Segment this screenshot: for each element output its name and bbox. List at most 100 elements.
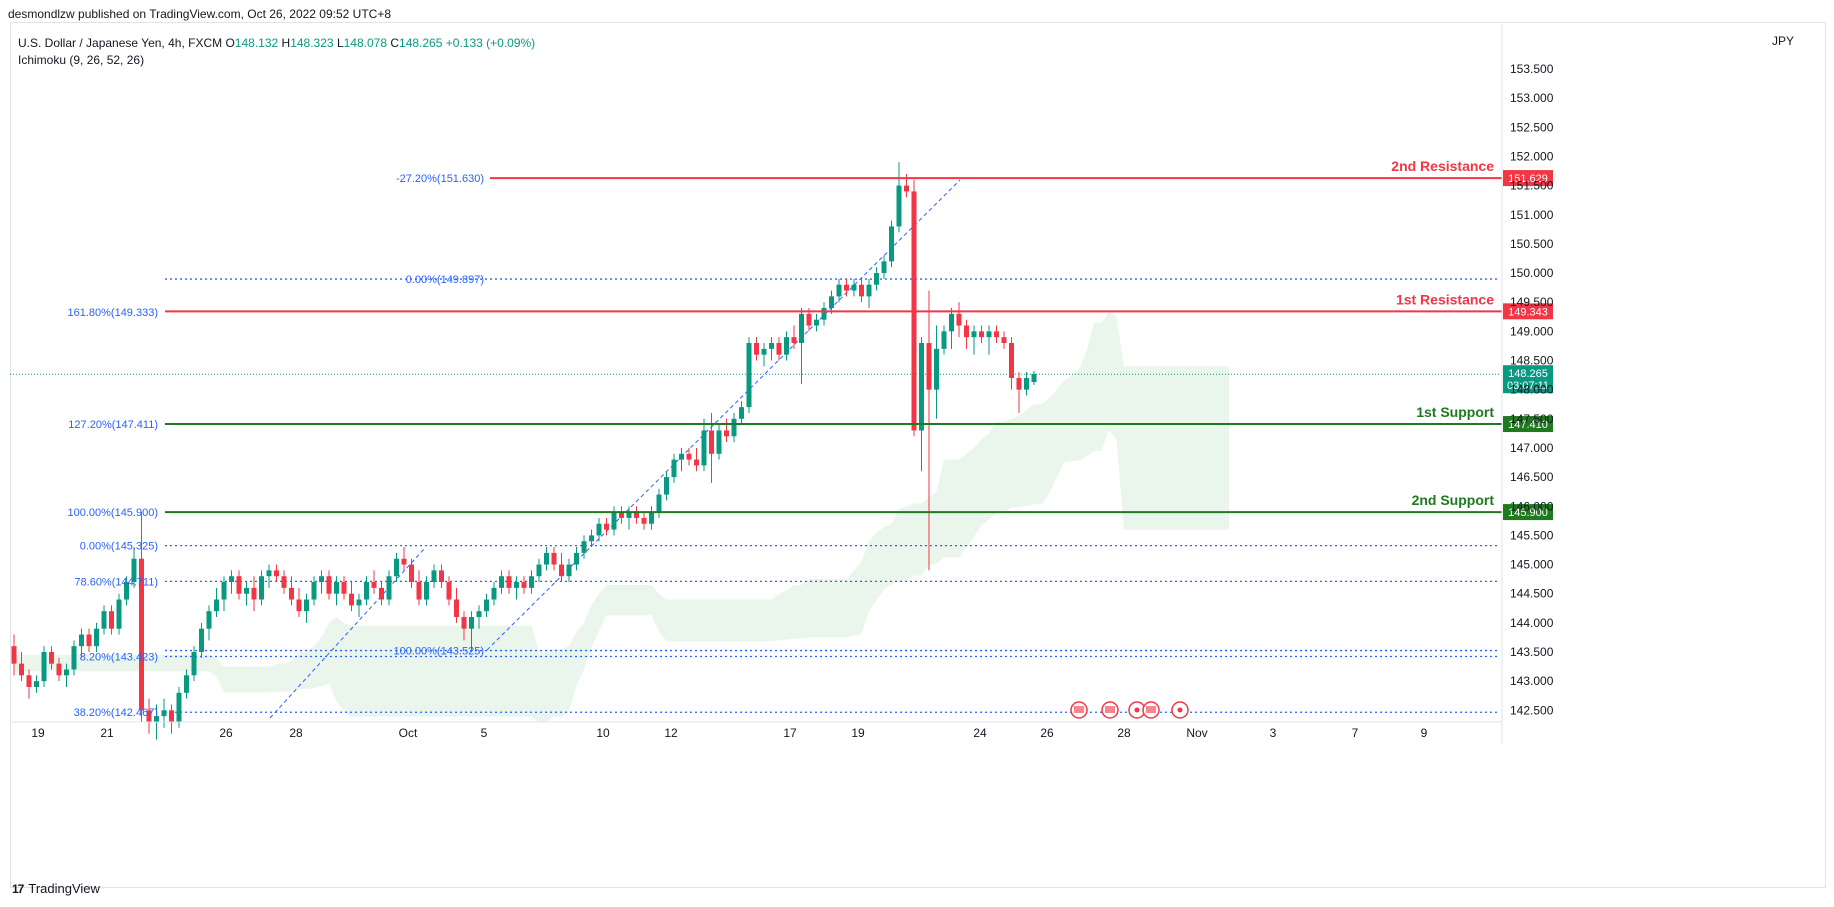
candle-body	[754, 343, 759, 355]
candle-body	[191, 652, 197, 676]
level-name: 1st Resistance	[1396, 291, 1494, 307]
x-tick-label: 7	[1352, 726, 1359, 740]
x-tick-label: 21	[100, 726, 114, 740]
candle-body	[566, 564, 572, 577]
x-tick-label: 28	[1117, 726, 1131, 740]
candle-body	[364, 582, 369, 600]
candle-body	[596, 523, 602, 536]
candle-body	[799, 313, 804, 344]
candle-body	[544, 552, 549, 565]
candle-body	[394, 558, 399, 577]
y-tick-label: 142.500	[1510, 703, 1554, 717]
candle-body	[439, 570, 444, 583]
candle-body	[521, 582, 527, 588]
trend-line	[486, 179, 961, 651]
symbol-name[interactable]: U.S. Dollar / Japanese Yen, 4h, FXCM	[18, 36, 223, 50]
x-tick-label: 19	[851, 726, 865, 740]
fib-label: 100.00%(143.525)	[393, 646, 484, 658]
us-flag-icon	[1146, 706, 1156, 713]
candle-body	[739, 407, 744, 419]
candle-body	[341, 582, 347, 594]
candle-body	[1016, 377, 1022, 390]
candle-body	[424, 582, 429, 600]
candle-body	[101, 611, 107, 629]
candle-body	[454, 599, 459, 618]
candle-body	[19, 663, 24, 676]
y-tick-label: 146.500	[1510, 470, 1554, 484]
candle-body	[806, 313, 812, 326]
candle-body	[461, 617, 467, 629]
level-price-tag	[1503, 416, 1553, 433]
candle-body	[289, 587, 294, 600]
candle-body	[49, 652, 54, 664]
candle-body	[11, 646, 17, 664]
candle-body	[574, 552, 579, 565]
level-price-text: 147.410	[1508, 419, 1548, 431]
candle-body	[956, 313, 962, 326]
candle-body	[311, 582, 317, 600]
candle-body	[769, 343, 774, 349]
candle-body	[296, 599, 302, 612]
candle-body	[881, 261, 887, 274]
candle-body	[1031, 373, 1037, 383]
countdown-text: 03:07:11	[1507, 380, 1549, 392]
candle-body	[491, 587, 497, 600]
tradingview-footer[interactable]: 17 TradingView	[12, 881, 100, 896]
candle-body	[251, 587, 257, 600]
x-tick-label: Oct	[399, 726, 418, 740]
candle-body	[686, 453, 692, 460]
candle-body	[1009, 343, 1014, 378]
candle-body	[859, 284, 864, 297]
candle-body	[131, 558, 137, 583]
candle-body	[791, 337, 797, 344]
candle-body	[589, 535, 594, 542]
y-tick-label: 145.000	[1510, 558, 1554, 572]
candle-body	[919, 343, 924, 431]
candle-body	[109, 611, 114, 629]
y-tick-label: 150.500	[1510, 237, 1554, 251]
candle-body	[274, 570, 279, 577]
candle-body	[416, 582, 422, 600]
x-tick-label: 10	[596, 726, 610, 740]
candle-body	[229, 576, 234, 583]
candle-body	[926, 343, 932, 390]
candle-body	[379, 587, 384, 600]
level-name: 1st Support	[1416, 404, 1494, 420]
candle-body	[499, 576, 504, 588]
chart-pane[interactable]	[10, 22, 1826, 888]
y-tick-label: 143.500	[1510, 645, 1554, 659]
close-label: C	[390, 36, 400, 50]
candle-body	[874, 273, 879, 285]
candle-body	[319, 576, 324, 583]
x-tick-label: 3	[1270, 726, 1277, 740]
candle-body	[889, 226, 894, 262]
high-value: 148.323	[290, 36, 334, 50]
candle-body	[694, 459, 699, 466]
candle-body	[401, 558, 407, 565]
candle-body	[904, 185, 909, 192]
y-tick-label: 144.500	[1510, 587, 1554, 601]
change-value: +0.133 (+0.09%)	[445, 36, 536, 50]
event-dot-icon	[1134, 707, 1140, 713]
ichimoku-cloud	[14, 310, 1229, 722]
candle-body	[634, 512, 639, 518]
indicator-row[interactable]: Ichimoku (9, 26, 52, 26)	[18, 53, 145, 67]
chart-legend: U.S. Dollar / Japanese Yen, 4h, FXCM O14…	[18, 35, 535, 69]
trend-line	[269, 547, 426, 719]
y-tick-label: 145.500	[1510, 528, 1554, 542]
publisher-caption: desmondlzw published on TradingView.com,…	[8, 7, 392, 21]
candle-body	[116, 599, 122, 629]
candle-body	[761, 348, 767, 355]
candle-body	[836, 284, 842, 297]
current-price-tag	[1503, 365, 1553, 394]
fib-label: 8.20%(143.423)	[80, 651, 158, 663]
fib-label: 78.60%(144.711)	[74, 576, 158, 588]
candle-body	[626, 512, 632, 518]
candle-body	[664, 477, 669, 495]
candle-body	[671, 459, 677, 478]
candle-body	[949, 313, 954, 332]
close-value: 148.265	[399, 36, 443, 50]
event-dot-icon	[1177, 707, 1183, 713]
candle-body	[326, 576, 332, 594]
